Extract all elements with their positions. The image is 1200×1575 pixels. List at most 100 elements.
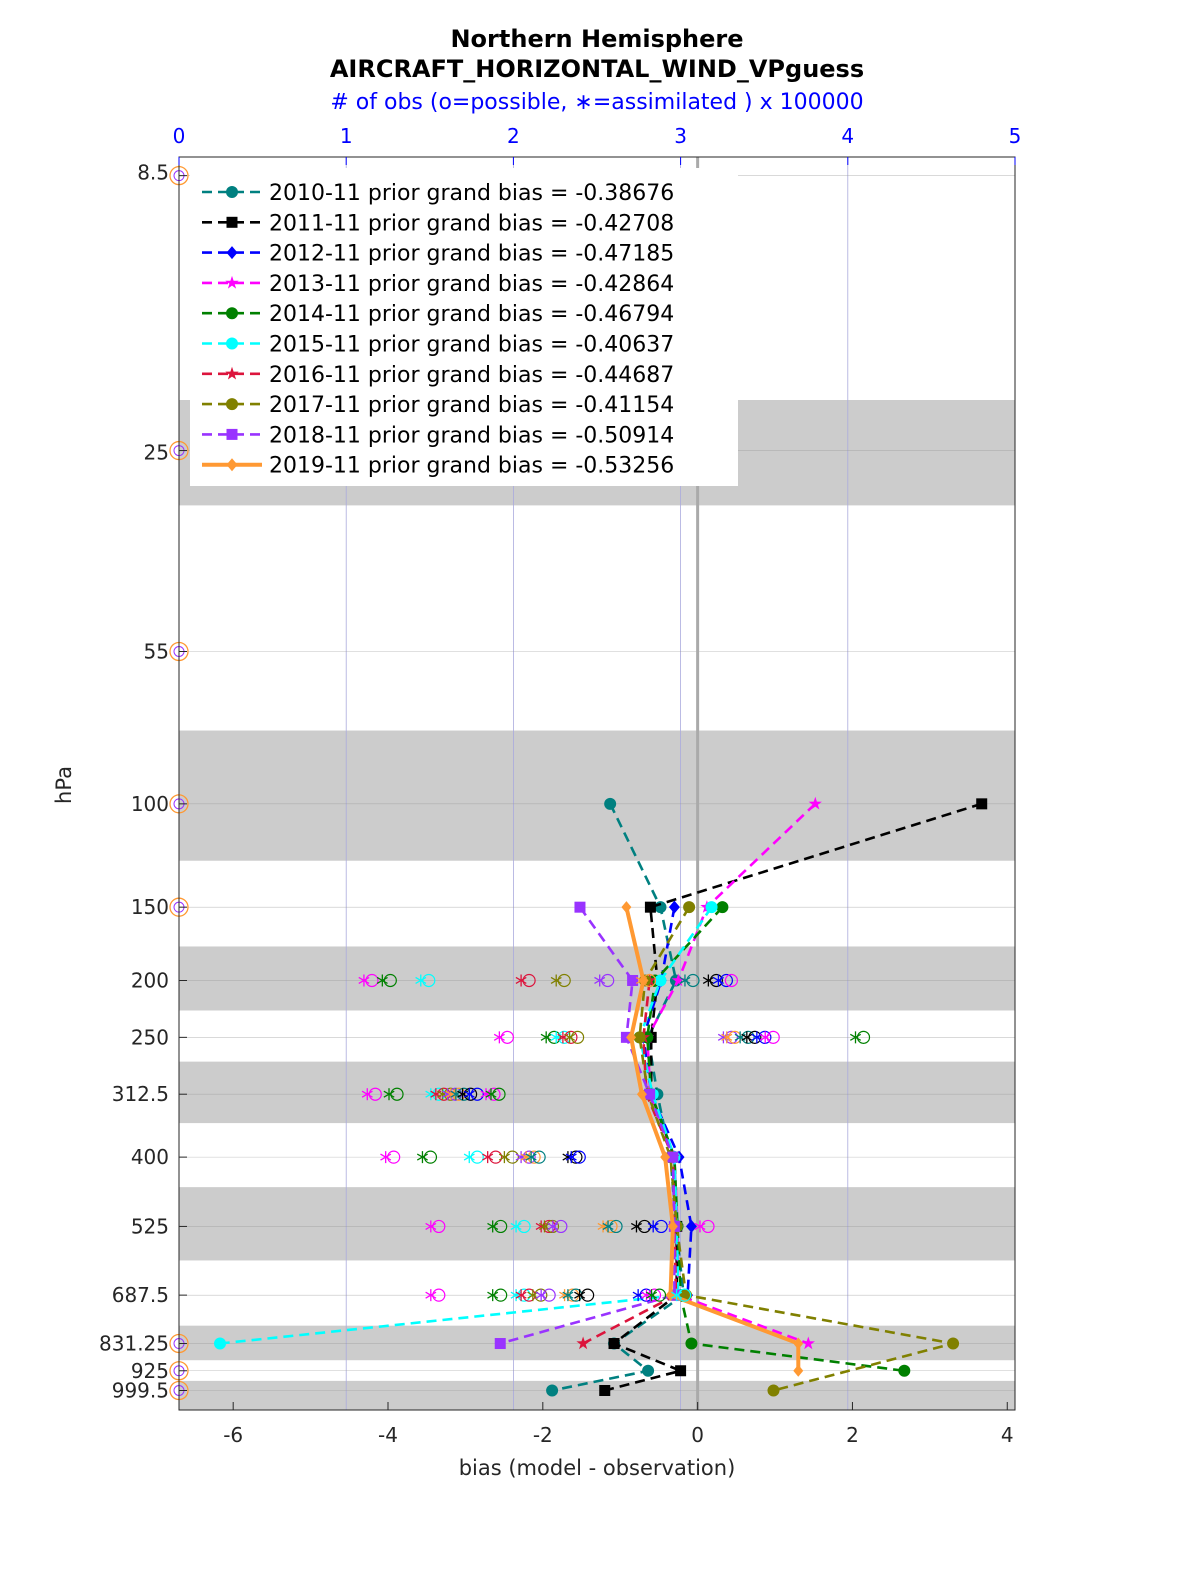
x-axis-label: bias (model - observation) — [459, 1456, 736, 1480]
series-0-point-0 — [604, 797, 617, 810]
assimilated-count-200-1 — [376, 974, 388, 987]
possible-count-250-1 — [547, 1030, 561, 1044]
possible-count-400-7 — [532, 1150, 546, 1164]
assimilated-count-312.5-6-stroke-2 — [445, 1090, 457, 1098]
shaded-layer-3 — [179, 1061, 1015, 1124]
legend-marker-8 — [226, 428, 238, 440]
assimilated-count-400-7-stroke-2 — [525, 1153, 537, 1161]
possible-count-200-3 — [522, 973, 536, 988]
possible-count-200-5 — [601, 973, 615, 988]
possible-count-200-4 — [557, 973, 571, 988]
assimilated-count-400-2-stroke-2 — [463, 1153, 475, 1161]
series-1-point-1 — [644, 901, 656, 913]
obs-count-markers — [169, 166, 871, 1401]
x-tick-label-4: 2 — [846, 1423, 859, 1447]
assimilated-count-525-5 — [547, 1220, 559, 1233]
possible-count-400-6 — [527, 1150, 541, 1164]
possible-count-200-2 — [422, 973, 436, 988]
assimilated-count-200-3-stroke-2 — [515, 976, 527, 985]
assimilated-count-250-8-stroke-2 — [741, 1033, 753, 1041]
assimilated-count-250-4 — [564, 1031, 576, 1044]
assimilated-count-400-7 — [525, 1151, 537, 1164]
assimilated-count-200-4 — [550, 974, 562, 987]
assimilated-count-687.5-5-stroke-2 — [535, 1291, 547, 1299]
possible-count-687.5-1 — [494, 1288, 508, 1302]
assimilated-count-400-5 — [515, 1151, 527, 1164]
y-tick-label-10: 687.5 — [112, 1283, 169, 1307]
assimilated-count-312.5-9-stroke-2 — [463, 1090, 475, 1098]
assimilated-count-200-9-stroke-2 — [712, 976, 724, 985]
legend-marker-4 — [226, 307, 238, 320]
assimilated-count-312.5-11-stroke-2 — [485, 1090, 497, 1098]
possible-count-400-3 — [489, 1150, 503, 1164]
series-9-point-5 — [667, 1220, 678, 1233]
assimilated-count-687.5-4-stroke-2 — [527, 1291, 539, 1299]
possible-count-250-5 — [724, 1030, 739, 1044]
assimilated-count-250-6-stroke-2 — [721, 1033, 733, 1041]
assimilated-count-250-10-stroke-2 — [759, 1033, 771, 1041]
assimilated-count-312.5-1 — [383, 1088, 395, 1101]
possible-count-400-5 — [522, 1150, 536, 1164]
axis-ticks: -6 -4 -2 0 2 4 0 1 2 3 4 5 8.5 25 55 100 150 200 250 312.5 4… — [99, 124, 1021, 1447]
assimilated-count-312.5-0 — [361, 1088, 373, 1101]
shaded-layer-1 — [179, 730, 1015, 861]
assimilated-count-250-9-stroke-2 — [751, 1033, 763, 1041]
assimilated-count-250-1 — [540, 1031, 552, 1044]
assimilated-count-687.5-8 — [574, 1289, 586, 1302]
assimilated-count-400-4 — [498, 1151, 510, 1164]
assimilated-count-687.5-12 — [671, 1289, 683, 1302]
possible-count-312.5-10 — [487, 1087, 501, 1101]
legend-marker-2 — [226, 246, 238, 260]
assimilated-count-687.5-7-stroke-2 — [562, 1291, 574, 1299]
series-8-point-0 — [574, 901, 586, 913]
y-tick-label-1: 25 — [144, 441, 169, 465]
assimilated-count-687.5-4 — [527, 1289, 539, 1302]
legend-marker-1 — [226, 216, 238, 228]
assimilated-count-200-0 — [358, 974, 370, 987]
series-3-point-8 — [801, 1336, 815, 1350]
possible-count-250-0 — [500, 1030, 514, 1044]
series-3-point-2 — [671, 973, 685, 987]
legend: 2010-11 prior grand bias = -0.38676 2011-… — [190, 168, 738, 486]
series-9-point-7 — [793, 1337, 804, 1350]
possible-count-250-3 — [564, 1030, 578, 1044]
series-line-5 — [219, 906, 713, 1345]
assimilated-count-525-8 — [630, 1220, 642, 1233]
chart-subtitle: AIRCRAFT_HORIZONTAL_WIND_VPguess — [330, 55, 864, 83]
assimilated-count-687.5-7 — [562, 1289, 574, 1302]
assimilated-count-250-10 — [759, 1031, 771, 1044]
top-tick-label-0: 0 — [173, 124, 186, 148]
assimilated-count-687.5-9-stroke-2 — [632, 1291, 644, 1299]
assimilated-count-200-7-stroke-2 — [679, 976, 691, 985]
legend-box — [190, 168, 738, 486]
possible-count-687.5-11 — [652, 1288, 667, 1302]
assimilated-count-687.5-9 — [632, 1289, 644, 1302]
plot-frame — [178, 156, 1016, 1411]
assimilated-count-687.5-5 — [535, 1289, 547, 1302]
assimilated-count-400-4-stroke-2 — [498, 1153, 510, 1161]
legend-marker-7 — [226, 398, 238, 411]
possible-count-687.5-5 — [542, 1288, 556, 1302]
assimilated-count-250-11-stroke-2 — [849, 1033, 862, 1041]
assimilated-count-312.5-2-stroke-2 — [425, 1090, 437, 1098]
possible-count-400-1 — [423, 1150, 438, 1164]
y-tick-label-0: 8.5 — [137, 161, 169, 185]
assimilated-count-250-4-stroke-2 — [564, 1033, 576, 1041]
assimilated-count-687.5-2 — [510, 1289, 522, 1302]
legend-entry-7: 2017-11 prior grand bias = -0.41154 — [269, 393, 674, 418]
series-4-point-7 — [685, 1337, 698, 1350]
assimilated-count-200-5-stroke-2 — [594, 976, 606, 985]
assimilated-count-250-6 — [721, 1031, 733, 1044]
shaded-layer-4 — [179, 1187, 1015, 1261]
assimilated-count-687.5-10 — [640, 1289, 653, 1302]
assimilated-count-687.5-1 — [487, 1289, 499, 1302]
assimilated-count-200-1-stroke-2 — [376, 976, 388, 985]
series-8-point-1 — [627, 974, 639, 986]
assimilated-count-525-9 — [647, 1220, 659, 1233]
assimilated-count-200-2-stroke-2 — [415, 976, 427, 985]
series-9-point-0 — [621, 901, 632, 914]
assimilated-count-525-6-stroke-2 — [597, 1222, 609, 1230]
assimilated-count-525-0 — [425, 1220, 437, 1233]
possible-count-312.5-11 — [492, 1087, 506, 1101]
series-1-point-9 — [675, 1365, 687, 1377]
